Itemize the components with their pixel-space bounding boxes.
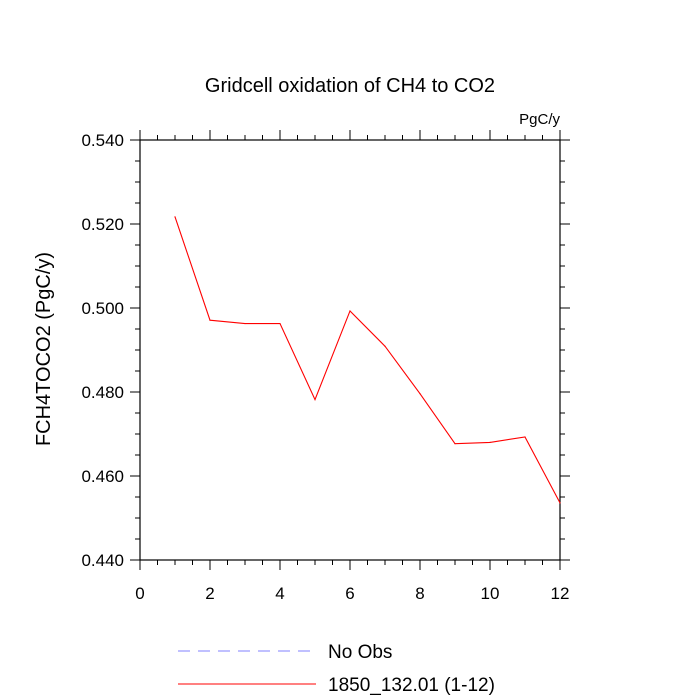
y-axis: 0.440 0.460 0.480 0.500 0.520 0.540	[81, 131, 570, 570]
x-tick-label: 4	[275, 584, 284, 603]
y-tick-label: 0.500	[81, 299, 124, 318]
series-layer	[174, 216, 561, 504]
data-point	[349, 310, 351, 312]
chart-title: Gridcell oxidation of CH4 to CO2	[205, 75, 495, 97]
data-point	[454, 443, 456, 445]
x-tick-label: 0	[135, 584, 144, 603]
data-point	[524, 436, 526, 438]
legend: No Obs 1850_132.01 (1-12)	[178, 642, 495, 696]
data-point	[279, 322, 281, 325]
data-point	[244, 322, 246, 325]
y-tick-label: 0.540	[81, 131, 124, 150]
legend-label-no-obs: No Obs	[328, 642, 392, 663]
y-axis-label: FCH4TOCO2 (PgC/y)	[33, 252, 55, 446]
plot-frame	[139, 139, 561, 561]
data-point	[174, 216, 176, 218]
data-point	[559, 502, 561, 504]
legend-label-run: 1850_132.01 (1-12)	[328, 675, 495, 696]
y-tick-label: 0.480	[81, 383, 124, 402]
x-tick-label: 10	[481, 584, 500, 603]
data-point	[419, 393, 421, 395]
x-tick-label: 2	[205, 584, 214, 603]
x-axis: 0 2 4 6 8 10 12	[135, 130, 569, 603]
y-tick-label: 0.440	[81, 551, 124, 570]
x-tick-label: 8	[415, 584, 424, 603]
series-line	[174, 216, 561, 504]
x-tick-label: 6	[345, 584, 354, 603]
data-point	[384, 345, 386, 347]
y-tick-label: 0.520	[81, 215, 124, 234]
y-tick-label: 0.460	[81, 467, 124, 486]
data-point	[489, 441, 491, 443]
x-tick-label: 12	[551, 584, 570, 603]
units-label: PgC/y	[519, 111, 560, 128]
data-point	[209, 319, 211, 321]
data-point	[314, 398, 316, 401]
